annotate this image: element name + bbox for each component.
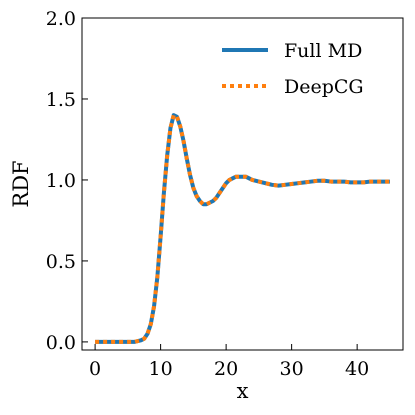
x-axis-label: x [237, 379, 249, 403]
series-line-full-md [95, 113, 390, 344]
series-layer [95, 113, 390, 344]
x-tick-label: 0 [89, 358, 101, 380]
x-tick-label: 10 [149, 358, 173, 380]
y-tick-label: 2.0 [46, 8, 76, 30]
series-line-deepcg [95, 113, 390, 344]
x-tick-label: 40 [345, 358, 369, 380]
legend-label: DeepCG [284, 76, 364, 98]
y-tick-label: 1.5 [46, 89, 76, 111]
legend-label: Full MD [284, 40, 362, 62]
plot-frame [81, 17, 404, 351]
x-tick-label: 30 [280, 358, 304, 380]
y-tick-label: 0.5 [46, 251, 76, 273]
ticks-layer: 0 10 20 30 40 0.0 0.5 1.0 1.5 2.0 [46, 8, 369, 380]
y-tick-label: 1.0 [46, 170, 76, 192]
y-tick-label: 0.0 [46, 332, 76, 354]
y-axis-label: RDF [9, 160, 33, 207]
legend: Full MD DeepCG [222, 40, 364, 98]
x-tick-label: 20 [214, 358, 238, 380]
